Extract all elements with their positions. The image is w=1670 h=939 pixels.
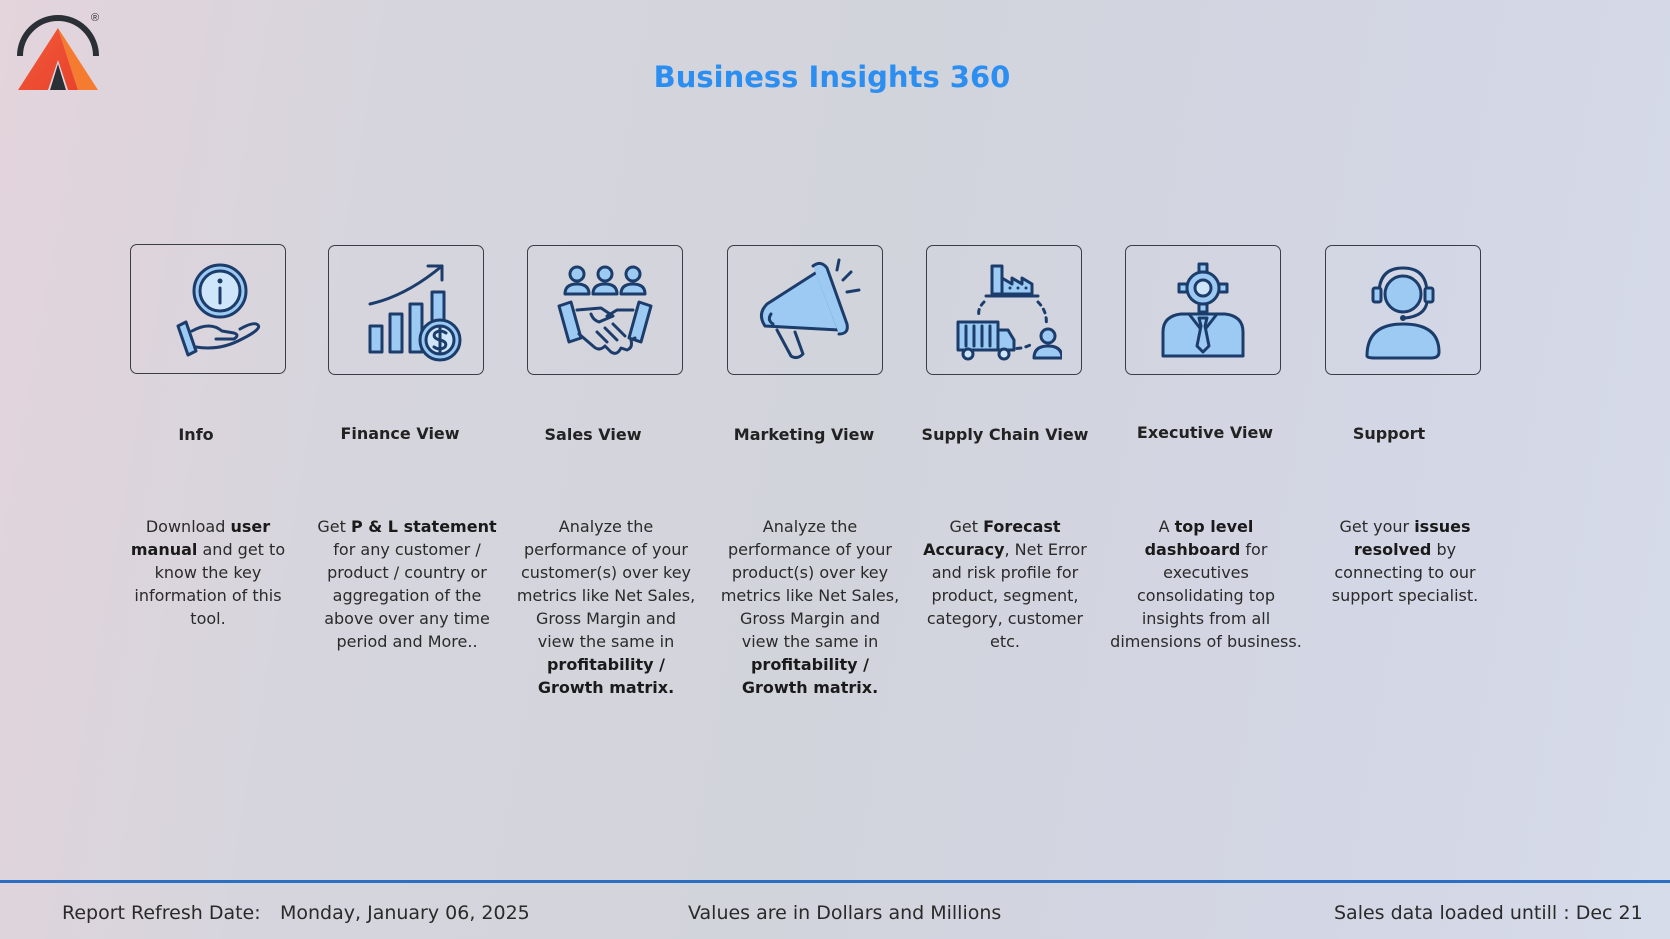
executive-view-button[interactable] (1125, 245, 1281, 375)
megaphone-icon (760, 258, 861, 360)
support-agent-icon (1365, 266, 1441, 360)
supply-chain-view-description: Get Forecast Accuracy, Net Error and ris… (923, 517, 1087, 651)
executive-view-label: Executive View (1136, 423, 1274, 442)
finance-chart-icon (368, 264, 462, 362)
sales-view-label: Sales View (544, 425, 642, 444)
support-description: Get your issues resolved by connecting t… (1331, 517, 1479, 605)
info-hand-icon (176, 263, 261, 357)
marketing-view-button[interactable] (727, 245, 883, 375)
executive-icon (1161, 262, 1245, 358)
support-button[interactable] (1325, 245, 1481, 375)
finance-view-description: Get P & L statement for any customer / p… (317, 517, 497, 651)
supply-chain-icon (956, 264, 1062, 361)
marketing-view-label: Marketing View (733, 425, 875, 444)
values-unit-note: Values are in Dollars and Millions (688, 902, 1002, 924)
registered-mark: ® (91, 12, 100, 24)
handshake-icon (557, 265, 653, 355)
supply-chain-view-button[interactable] (926, 245, 1082, 375)
support-label: Support (1352, 424, 1426, 443)
company-logo: ® (14, 10, 104, 96)
refresh-date-value: Monday, January 06, 2025 (280, 902, 530, 924)
info-label: Info (178, 425, 214, 444)
sales-loaded-note: Sales data loaded untill : Dec 21 (1334, 902, 1643, 924)
marketing-view-description: Analyze the performance of your product(… (720, 517, 900, 697)
refresh-date-label: Report Refresh Date: (62, 902, 261, 924)
info-description: Download user manual and get to know the… (130, 517, 286, 628)
supply-chain-view-label: Supply Chain View (921, 425, 1089, 444)
finance-view-button[interactable] (328, 245, 484, 375)
footer-divider (0, 880, 1670, 883)
sales-view-button[interactable] (527, 245, 683, 375)
finance-view-label: Finance View (340, 424, 460, 443)
sales-view-description: Analyze the performance of your customer… (516, 517, 696, 697)
executive-view-description: A top level dashboard for executives con… (1110, 517, 1302, 651)
page-title: Business Insights 360 (653, 60, 1011, 94)
info-button[interactable] (130, 244, 286, 374)
